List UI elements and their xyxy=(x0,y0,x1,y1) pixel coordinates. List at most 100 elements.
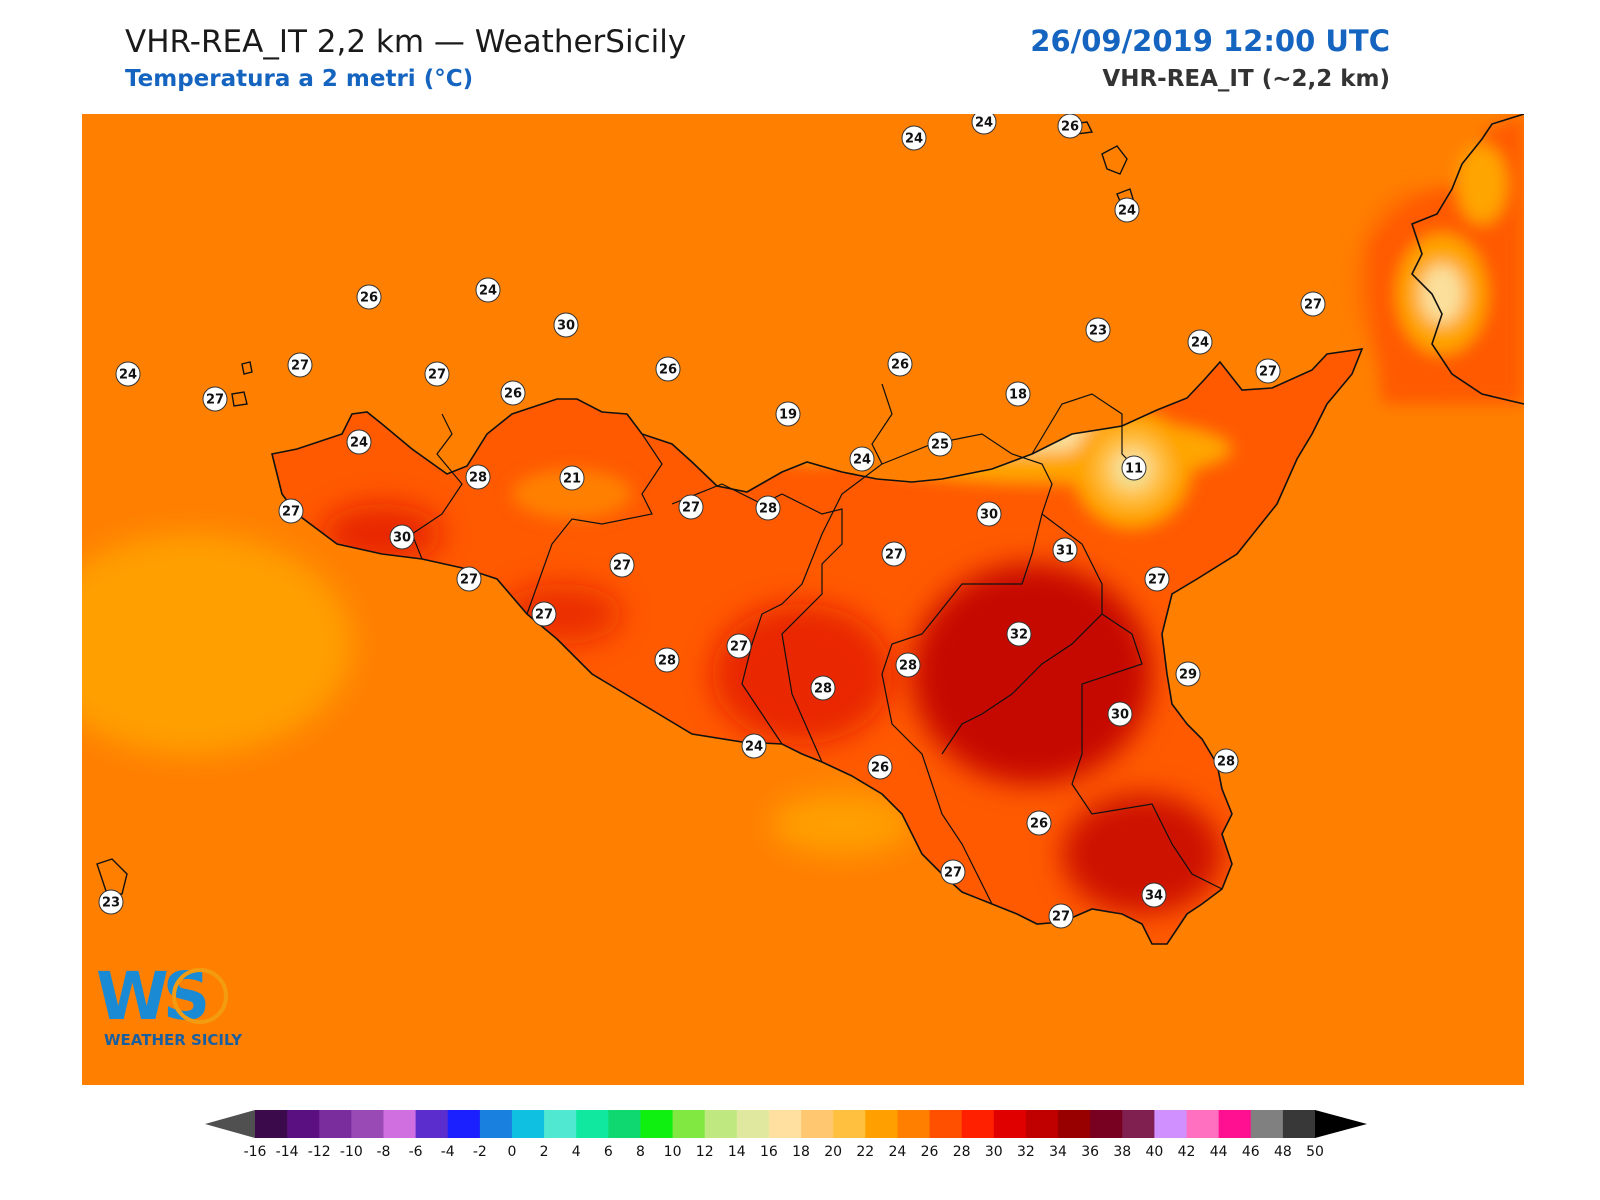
colorbar-segment xyxy=(415,1110,449,1138)
colorbar-tick-label: 10 xyxy=(664,1144,682,1160)
station-circle xyxy=(755,495,781,521)
station-marker: 34 xyxy=(1141,882,1167,908)
station-value: 28 xyxy=(1217,755,1235,770)
colorbar-segment xyxy=(255,1110,288,1138)
station-circle xyxy=(1255,358,1281,384)
colorbar-tick-label: -4 xyxy=(441,1144,455,1160)
station-circle xyxy=(775,401,801,427)
station-marker: 24 xyxy=(1187,329,1213,355)
station-value: 30 xyxy=(393,531,411,546)
forecast-datetime: 26/09/2019 12:00 UTC xyxy=(1030,24,1390,58)
colorbar-left-arrow xyxy=(205,1110,255,1138)
station-marker: 27 xyxy=(287,352,313,378)
station-marker: 18 xyxy=(1005,381,1031,407)
station-value: 24 xyxy=(1118,204,1136,219)
station-marker: 26 xyxy=(356,284,382,310)
colorbar-tick-label: 20 xyxy=(824,1144,842,1160)
station-value: 18 xyxy=(1009,388,1027,403)
colorbar-segment xyxy=(383,1110,417,1138)
station-circle xyxy=(202,386,228,412)
station-value: 26 xyxy=(871,761,889,776)
station-value: 26 xyxy=(504,387,522,402)
station-value: 24 xyxy=(853,453,871,468)
station-marker: 27 xyxy=(1255,358,1281,384)
station-value: 25 xyxy=(931,438,949,453)
station-marker: 27 xyxy=(424,361,450,387)
station-value: 26 xyxy=(659,363,677,378)
station-circle xyxy=(1141,882,1167,908)
colorbar-segment xyxy=(608,1110,641,1138)
station-circle xyxy=(1052,537,1078,563)
station-circle xyxy=(1085,317,1111,343)
colorbar-tick-label: 34 xyxy=(1049,1144,1067,1160)
station-marker: 24 xyxy=(475,277,501,303)
station-marker: 26 xyxy=(1057,114,1083,139)
station-circle xyxy=(1026,810,1052,836)
station-value: 26 xyxy=(360,291,378,306)
colorbar-segment xyxy=(351,1110,384,1138)
station-marker: 27 xyxy=(202,386,228,412)
colorbar-segment xyxy=(1122,1110,1155,1138)
colorbar-segment xyxy=(511,1110,545,1138)
station-circle xyxy=(465,464,491,490)
station-marker: 27 xyxy=(531,601,557,627)
station-marker: 27 xyxy=(456,566,482,592)
logo-text: WEATHER SICILY xyxy=(104,1031,243,1049)
station-marker: 30 xyxy=(389,524,415,550)
colorbar-segment xyxy=(447,1110,481,1138)
colorbar-tick-label: 22 xyxy=(856,1144,874,1160)
colorbar-tick-label: 50 xyxy=(1306,1144,1324,1160)
colorbar-tick-label: 18 xyxy=(792,1144,810,1160)
station-marker: 27 xyxy=(1300,291,1326,317)
station-circle xyxy=(1107,701,1133,727)
station-value: 11 xyxy=(1125,462,1143,477)
station-value: 24 xyxy=(745,740,763,755)
colorbar-segment xyxy=(801,1110,834,1138)
station-circle xyxy=(356,284,382,310)
station-value: 30 xyxy=(1111,708,1129,723)
colorbar-tick-label: 28 xyxy=(953,1144,971,1160)
temperature-map: 24 24 26 24 26 24 30 27 24 27 24 26 27 26 27 19 18 23 24 27… xyxy=(82,114,1524,1085)
station-marker: 26 xyxy=(500,380,526,406)
colorbar-tick-label: 40 xyxy=(1145,1144,1163,1160)
station-circle xyxy=(1006,621,1032,647)
station-marker: 26 xyxy=(887,351,913,377)
station-circle xyxy=(1114,197,1140,223)
station-circle xyxy=(971,114,997,135)
colorbar-segment xyxy=(704,1110,738,1138)
station-marker: 27 xyxy=(678,494,704,520)
station-value: 31 xyxy=(1056,544,1074,559)
colorbar-tick-label: 32 xyxy=(1017,1144,1035,1160)
station-circle xyxy=(1144,566,1170,592)
station-circle xyxy=(678,494,704,520)
station-marker: 23 xyxy=(98,889,124,915)
colorbar-tick-label: 36 xyxy=(1081,1144,1099,1160)
station-circle xyxy=(1057,114,1083,139)
colorbar-segment xyxy=(961,1110,995,1138)
station-marker: 28 xyxy=(895,652,921,678)
station-marker: 28 xyxy=(465,464,491,490)
colorbar-tick-label: 4 xyxy=(572,1144,581,1160)
station-marker: 19 xyxy=(775,401,801,427)
colorbar-segment xyxy=(1218,1110,1252,1138)
colorbar-ticks: -16 -14 -12 -10 -8 -6 -4 -2 0 2 4 6 8 10 12 14 16 18 20 22 2… xyxy=(244,1144,1324,1160)
temperature-colorbar: -16 -14 -12 -10 -8 -6 -4 -2 0 2 4 6 8 10 12 14 16 18 20 22 2… xyxy=(205,1110,1367,1160)
station-value: 27 xyxy=(428,368,446,383)
station-marker: 24 xyxy=(115,361,141,387)
sun-icon xyxy=(172,968,228,1024)
station-value: 27 xyxy=(944,866,962,881)
logo-letters: WS xyxy=(96,958,206,1035)
station-value: 30 xyxy=(557,319,575,334)
station-circle xyxy=(287,352,313,378)
colorbar-tick-label: 8 xyxy=(636,1144,645,1160)
station-circle xyxy=(849,446,875,472)
colorbar-tick-label: -8 xyxy=(377,1144,391,1160)
station-circle xyxy=(531,601,557,627)
station-marker: 25 xyxy=(927,431,953,457)
station-value: 27 xyxy=(613,559,631,574)
sicily-coastline xyxy=(271,348,1364,945)
station-circle xyxy=(389,524,415,550)
colorbar-segment xyxy=(736,1110,770,1138)
station-markers: 24 24 26 24 26 24 30 27 24 27 24 26 27 26 27 19 18 23 24 27… xyxy=(98,114,1326,929)
station-value: 28 xyxy=(759,502,777,517)
